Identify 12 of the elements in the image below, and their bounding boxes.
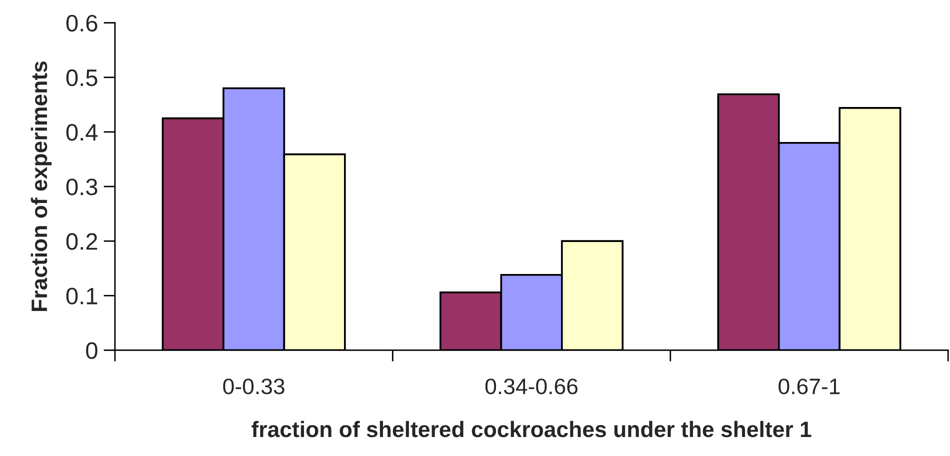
- x-tick-label: 0-0.33: [223, 378, 284, 394]
- y-tick-label: 0: [86, 342, 98, 359]
- x-tick-label: 0.67-1: [778, 378, 840, 394]
- x-tick-label: 0.34-0.66: [485, 378, 578, 394]
- y-tick-label: 0.1: [66, 288, 98, 304]
- y-tick-label: 0.4: [66, 124, 98, 141]
- y-tick-label: 0.6: [66, 14, 98, 32]
- y-axis-title: Fraction of experiments: [30, 61, 52, 311]
- y-tick-label: 0.5: [66, 69, 98, 86]
- x-axis-title: fraction of sheltered cockroaches under the shelter 1: [252, 420, 812, 438]
- y-tick-label: 0.2: [66, 233, 98, 250]
- y-tick-label: 0.3: [66, 178, 98, 196]
